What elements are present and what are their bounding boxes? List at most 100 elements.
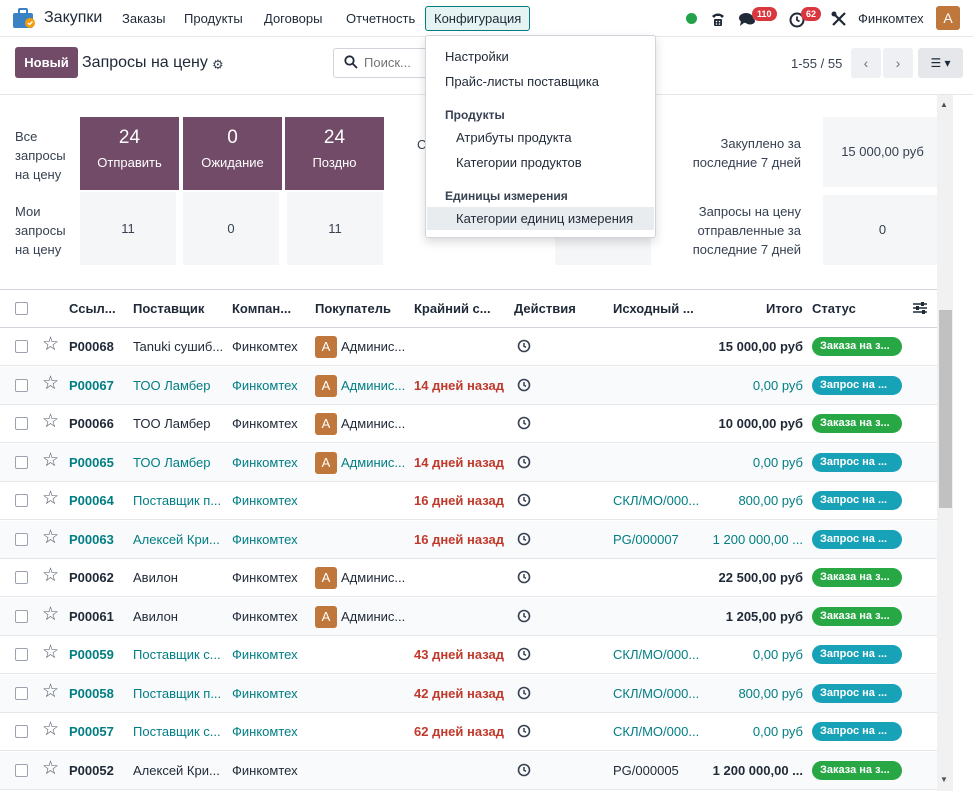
messages-icon[interactable] [738, 10, 756, 28]
column-total[interactable]: Итого [766, 301, 803, 316]
row-checkbox[interactable] [15, 417, 28, 430]
table-row[interactable]: ☆ P00066 ТОО Ламбер Финкомтех A Админис... 10 … [0, 405, 937, 443]
table-row[interactable]: ☆ P00061 Авилон Финкомтех A Админис... 1 205,0… [0, 598, 937, 636]
table-row[interactable]: ☆ P00062 Авилон Финкомтех A Админис... 22 500,… [0, 559, 937, 597]
tile-to-send[interactable]: 24 Отправить [80, 117, 179, 190]
debug-tools-icon[interactable] [830, 10, 848, 28]
row-checkbox[interactable] [15, 379, 28, 392]
table-row[interactable]: ☆ P00065 ТОО Ламбер Финкомтех A Админис... 14 … [0, 444, 937, 482]
optional-columns-icon[interactable] [912, 301, 928, 315]
my-tile-to-send[interactable]: 11 [80, 192, 176, 265]
activity-clock-icon[interactable] [517, 378, 531, 392]
table-row[interactable]: ☆ P00064 Поставщик п... Финкомтех 16 дней на… [0, 482, 937, 520]
priority-star-icon[interactable]: ☆ [42, 488, 60, 509]
priority-star-icon[interactable]: ☆ [42, 334, 60, 355]
tile-late[interactable]: 24 Поздно [285, 117, 384, 190]
column-status[interactable]: Статус [812, 301, 856, 316]
priority-star-icon[interactable]: ☆ [42, 758, 60, 779]
column-reference[interactable]: Ссыл... [69, 301, 116, 316]
pager-previous-button[interactable]: ‹ [851, 48, 881, 78]
activity-clock-icon[interactable] [517, 647, 531, 661]
menu-item-vendor-pricelists[interactable]: Прайс-листы поставщика [445, 74, 600, 89]
menu-products[interactable]: Продукты [184, 11, 243, 26]
menu-orders[interactable]: Заказы [122, 11, 166, 26]
activity-clock-icon[interactable] [517, 609, 531, 623]
priority-star-icon[interactable]: ☆ [42, 642, 60, 663]
my-tile-late[interactable]: 11 [287, 192, 383, 265]
row-checkbox[interactable] [15, 494, 28, 507]
row-checkbox[interactable] [15, 340, 28, 353]
column-activities[interactable]: Действия [514, 301, 576, 316]
view-switcher-button[interactable]: ☰ ▾ [918, 48, 963, 78]
activity-clock-icon[interactable] [517, 724, 531, 738]
activity-clock-icon[interactable] [517, 570, 531, 584]
row-source: СКЛ/МО/000... [613, 493, 700, 508]
select-all-checkbox[interactable] [15, 302, 28, 315]
menu-item-product-categories[interactable]: Категории продуктов [456, 155, 582, 170]
table-row[interactable]: ☆ P00067 ТОО Ламбер Финкомтех A Админис... 14 … [0, 367, 937, 405]
row-deadline: 62 дней назад [414, 724, 505, 739]
priority-star-icon[interactable]: ☆ [42, 411, 60, 432]
column-source[interactable]: Исходный ... [613, 301, 694, 316]
menu-reporting[interactable]: Отчетность [346, 11, 416, 26]
scroll-up-arrow-icon[interactable]: ▲ [940, 100, 948, 109]
column-deadline[interactable]: Крайний с... [414, 301, 491, 316]
row-checkbox[interactable] [15, 456, 28, 469]
scrollbar-thumb[interactable] [939, 310, 952, 508]
pager-next-button[interactable]: › [883, 48, 913, 78]
table-row[interactable]: ☆ P00057 Поставщик с... Финкомтех 62 дней на… [0, 713, 937, 751]
my-tile-waiting[interactable]: 0 [183, 192, 279, 265]
menu-contracts[interactable]: Договоры [264, 11, 323, 26]
phone-icon[interactable] [709, 10, 727, 28]
priority-star-icon[interactable]: ☆ [42, 527, 60, 548]
activity-clock-icon[interactable] [517, 339, 531, 353]
activity-clock-icon[interactable] [517, 763, 531, 777]
search-input[interactable] [364, 55, 429, 70]
table-row[interactable]: ☆ P00063 Алексей Кри... Финкомтех 16 дней на… [0, 521, 937, 559]
priority-star-icon[interactable]: ☆ [42, 604, 60, 625]
row-checkbox[interactable] [15, 687, 28, 700]
app-name[interactable]: Закупки [44, 9, 103, 26]
column-company[interactable]: Компан... [232, 301, 292, 316]
row-checkbox[interactable] [15, 571, 28, 584]
tile-waiting[interactable]: 0 Ожидание [183, 117, 282, 190]
row-total: 1 200 000,00 ... [712, 532, 803, 547]
user-avatar[interactable]: A [936, 6, 960, 30]
priority-star-icon[interactable]: ☆ [42, 565, 60, 586]
activity-clock-icon[interactable] [517, 532, 531, 546]
row-checkbox[interactable] [15, 610, 28, 623]
menu-item-product-attributes[interactable]: Атрибуты продукта [456, 130, 572, 145]
activity-clock-icon[interactable] [517, 493, 531, 507]
menu-item-uom-categories[interactable]: Категории единиц измерения [427, 207, 654, 230]
row-checkbox[interactable] [15, 648, 28, 661]
company-switcher[interactable]: Финкомтех [858, 11, 924, 26]
column-vendor[interactable]: Поставщик [133, 301, 205, 316]
priority-star-icon[interactable]: ☆ [42, 681, 60, 702]
table-row[interactable]: ☆ P00068 Tanuki сушиб... Финкомтех A Админис.… [0, 328, 937, 366]
pager-value[interactable]: 1-55 / 55 [791, 56, 843, 71]
priority-star-icon[interactable]: ☆ [42, 450, 60, 471]
activity-clock-icon[interactable] [517, 455, 531, 469]
table-row[interactable]: ☆ P00059 Поставщик с... Финкомтех 43 дней на… [0, 636, 937, 674]
menu-item-settings[interactable]: Настройки [445, 49, 509, 64]
priority-star-icon[interactable]: ☆ [42, 373, 60, 394]
new-button[interactable]: Новый [15, 47, 78, 78]
activity-clock-icon[interactable] [517, 686, 531, 700]
row-checkbox[interactable] [15, 764, 28, 777]
gear-icon[interactable]: ⚙ [212, 57, 224, 72]
row-checkbox[interactable] [15, 725, 28, 738]
row-total: 22 500,00 руб [718, 570, 803, 585]
tile-to-send-value: 24 [118, 127, 141, 148]
row-reference: P00058 [69, 686, 114, 701]
activity-clock-icon[interactable] [517, 416, 531, 430]
scroll-down-arrow-icon[interactable]: ▼ [940, 775, 948, 784]
priority-star-icon[interactable]: ☆ [42, 719, 60, 740]
table-row[interactable]: ☆ P00052 Алексей Кри... Финкомтех PG/000005 1… [0, 752, 937, 790]
purchase-app-icon[interactable] [12, 7, 36, 29]
column-buyer[interactable]: Покупатель [315, 301, 391, 316]
table-row[interactable]: ☆ P00058 Поставщик п... Финкомтех 42 дней на… [0, 675, 937, 713]
search-box[interactable] [333, 48, 433, 78]
row-checkbox[interactable] [15, 533, 28, 546]
menu-configuration[interactable]: Конфигурация [425, 6, 531, 31]
row-reference: P00065 [69, 455, 114, 470]
